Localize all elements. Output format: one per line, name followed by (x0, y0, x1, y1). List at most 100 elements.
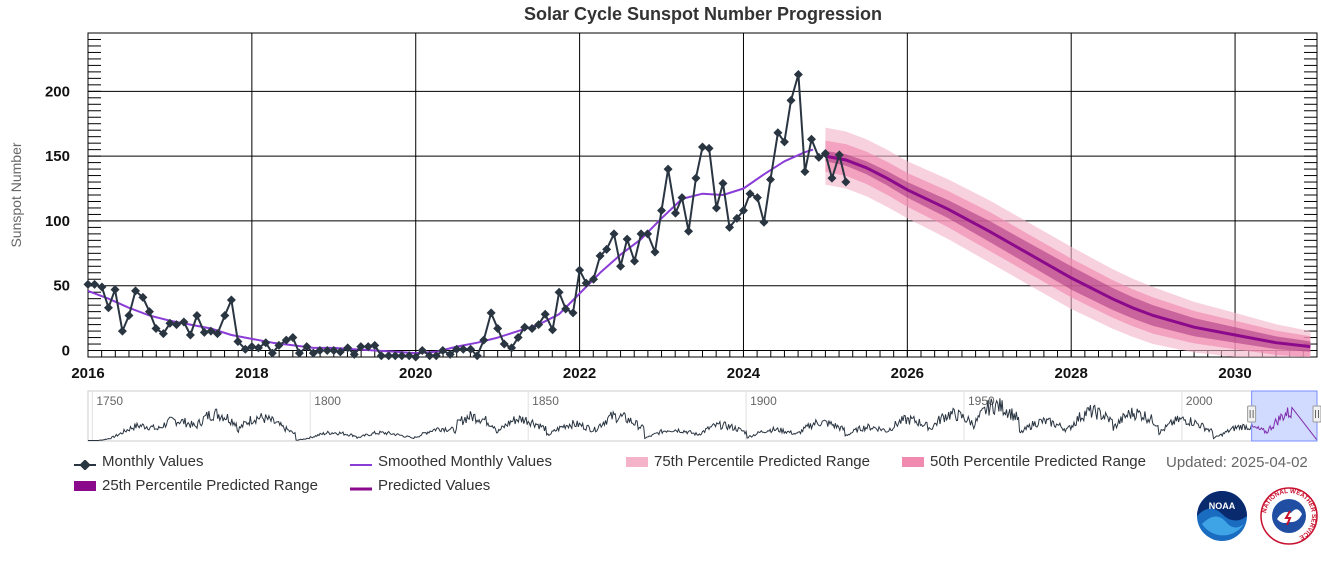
monthly-value-point[interactable] (554, 287, 564, 297)
monthly-value-point[interactable] (561, 304, 571, 314)
monthly-value-point[interactable] (636, 229, 646, 239)
monthly-value-point[interactable] (103, 303, 113, 313)
monthly-value-point[interactable] (602, 244, 612, 254)
monthly-value-point[interactable] (581, 278, 591, 288)
monthly-value-point[interactable] (281, 335, 291, 345)
monthly-value-point[interactable] (376, 351, 386, 361)
monthly-value-point[interactable] (240, 344, 250, 354)
monthly-value-point[interactable] (520, 322, 530, 332)
monthly-value-point[interactable] (247, 342, 257, 352)
monthly-value-point[interactable] (131, 286, 141, 296)
monthly-value-point[interactable] (158, 329, 168, 339)
monthly-value-point[interactable] (144, 307, 154, 317)
monthly-value-point[interactable] (684, 226, 694, 236)
monthly-value-point[interactable] (261, 338, 271, 348)
monthly-value-point[interactable] (438, 346, 448, 356)
navigator-handle-right[interactable] (1312, 405, 1321, 423)
legend-item-p75[interactable]: 75th Percentile Predicted Range (626, 453, 870, 470)
monthly-value-point[interactable] (124, 311, 134, 321)
monthly-value-point[interactable] (663, 164, 673, 174)
monthly-value-point[interactable] (800, 167, 810, 177)
monthly-value-point[interactable] (499, 339, 509, 349)
monthly-value-point[interactable] (609, 229, 619, 239)
monthly-value-point[interactable] (349, 349, 359, 359)
monthly-value-point[interactable] (404, 351, 414, 361)
monthly-value-point[interactable] (425, 351, 435, 361)
monthly-value-point[interactable] (670, 208, 680, 218)
monthly-value-point[interactable] (110, 285, 120, 295)
monthly-value-point[interactable] (335, 347, 345, 357)
monthly-value-point[interactable] (779, 137, 789, 147)
monthly-value-point[interactable] (411, 352, 421, 362)
monthly-value-point[interactable] (568, 308, 578, 318)
navigator-selection[interactable] (1251, 390, 1318, 442)
monthly-value-point[interactable] (534, 320, 544, 330)
monthly-value-point[interactable] (589, 274, 599, 284)
monthly-value-point[interactable] (206, 326, 216, 336)
monthly-value-point[interactable] (308, 348, 318, 358)
monthly-value-point[interactable] (752, 193, 762, 203)
monthly-value-point[interactable] (267, 348, 277, 358)
monthly-value-point[interactable] (704, 143, 714, 153)
monthly-value-point[interactable] (397, 351, 407, 361)
monthly-value-point[interactable] (738, 206, 748, 216)
monthly-value-point[interactable] (711, 203, 721, 213)
monthly-value-point[interactable] (199, 327, 209, 337)
monthly-value-point[interactable] (220, 311, 230, 321)
monthly-value-point[interactable] (165, 318, 175, 328)
monthly-value-point[interactable] (732, 213, 742, 223)
monthly-value-point[interactable] (343, 343, 353, 353)
monthly-value-point[interactable] (322, 346, 332, 356)
monthly-value-point[interactable] (117, 326, 127, 336)
noaa-logo[interactable]: NOAA (1196, 490, 1248, 547)
monthly-value-point[interactable] (548, 325, 558, 335)
monthly-value-point[interactable] (540, 309, 550, 319)
monthly-value-point[interactable] (452, 344, 462, 354)
monthly-value-point[interactable] (233, 336, 243, 346)
monthly-value-point[interactable] (595, 251, 605, 261)
monthly-value-point[interactable] (90, 279, 100, 289)
monthly-value-point[interactable] (466, 344, 476, 354)
monthly-value-point[interactable] (83, 279, 93, 289)
monthly-value-point[interactable] (827, 173, 837, 183)
monthly-value-point[interactable] (356, 342, 366, 352)
monthly-value-point[interactable] (650, 247, 660, 257)
monthly-value-point[interactable] (171, 320, 181, 330)
monthly-value-point[interactable] (759, 217, 769, 227)
monthly-value-point[interactable] (493, 323, 503, 333)
monthly-value-point[interactable] (253, 343, 263, 353)
monthly-value-point[interactable] (698, 142, 707, 152)
monthly-value-point[interactable] (274, 340, 284, 350)
monthly-value-point[interactable] (212, 329, 222, 339)
legend-item-p50[interactable]: 50th Percentile Predicted Range (902, 453, 1146, 470)
monthly-value-point[interactable] (766, 174, 776, 184)
monthly-value-point[interactable] (841, 177, 851, 187)
monthly-value-point[interactable] (445, 349, 455, 359)
monthly-value-point[interactable] (806, 134, 816, 144)
monthly-value-point[interactable] (97, 282, 107, 292)
monthly-value-point[interactable] (725, 222, 735, 232)
monthly-value-point[interactable] (513, 333, 523, 343)
monthly-value-point[interactable] (677, 193, 687, 203)
monthly-value-point[interactable] (390, 351, 400, 361)
monthly-value-point[interactable] (370, 340, 380, 350)
monthly-value-point[interactable] (507, 343, 517, 353)
monthly-value-point[interactable] (773, 128, 783, 138)
monthly-value-point[interactable] (151, 323, 161, 333)
nws-logo[interactable]: NATIONAL WEATHER SERVICE (1260, 487, 1318, 550)
monthly-value-point[interactable] (814, 152, 824, 162)
legend-item-smoothed[interactable]: Smoothed Monthly Values (350, 453, 552, 470)
monthly-value-point[interactable] (793, 69, 803, 79)
monthly-value-point[interactable] (302, 342, 312, 352)
monthly-value-point[interactable] (363, 342, 373, 352)
monthly-value-point[interactable] (431, 351, 441, 361)
legend-item-monthly[interactable]: Monthly Values (74, 453, 203, 471)
navigator-handle-left[interactable] (1247, 405, 1257, 423)
monthly-value-point[interactable] (657, 206, 667, 216)
navigator[interactable]: 1750 1800 1850 1900 1950 2000 (87, 390, 1321, 442)
monthly-value-point[interactable] (622, 234, 632, 244)
monthly-value-point[interactable] (294, 348, 304, 358)
monthly-value-point[interactable] (192, 311, 202, 321)
monthly-value-point[interactable] (185, 330, 195, 340)
monthly-value-point[interactable] (288, 333, 298, 343)
